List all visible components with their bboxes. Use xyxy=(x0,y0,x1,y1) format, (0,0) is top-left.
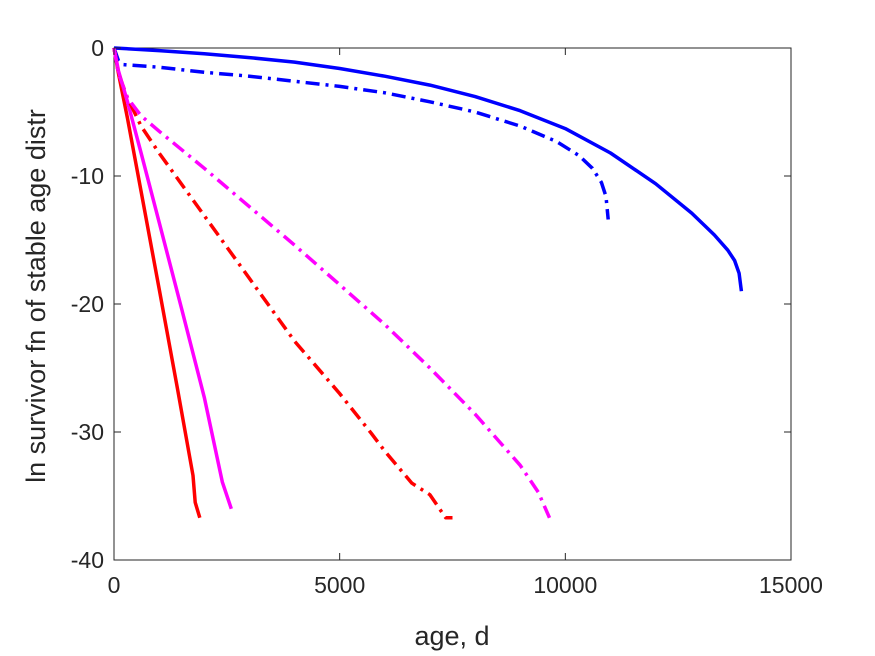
y-ticks: 0 -10 -20 -30 -40 xyxy=(71,35,791,573)
y-axis-label: ln survivor fn of stable age distr xyxy=(21,109,51,483)
series-line-2 xyxy=(112,47,610,220)
x-axis-label: age, d xyxy=(414,621,489,651)
x-ticks: 0 5000 10000 15000 xyxy=(108,48,823,598)
plot-area xyxy=(113,47,792,561)
y-tick-label: -20 xyxy=(71,291,104,317)
series-line-3 xyxy=(112,47,202,519)
y-tick-label: -30 xyxy=(71,419,104,445)
x-tick-label: 0 xyxy=(108,572,121,598)
x-tick-label: 10000 xyxy=(533,572,597,598)
y-tick-label: 0 xyxy=(91,35,104,61)
x-tick-label: 15000 xyxy=(759,572,823,598)
series-layer xyxy=(112,46,744,520)
y-tick-label: -40 xyxy=(71,547,104,573)
series-line-5 xyxy=(112,47,453,520)
series-line-6 xyxy=(112,47,552,519)
y-tick-label: -10 xyxy=(71,163,104,189)
series-line-1 xyxy=(113,46,744,292)
x-tick-label: 5000 xyxy=(314,572,365,598)
